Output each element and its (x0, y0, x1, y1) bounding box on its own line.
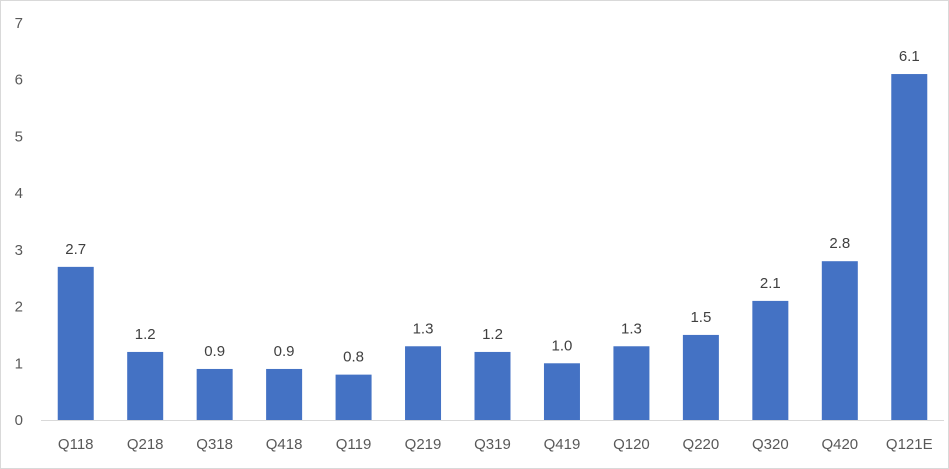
bar-data-label: 1.3 (621, 320, 642, 337)
x-tick-label: Q121E (886, 436, 933, 453)
y-tick-label: 0 (15, 412, 23, 429)
x-tick-label: Q118 (58, 436, 94, 453)
x-tick-label: Q119 (336, 436, 372, 453)
x-tick-label: Q120 (613, 436, 650, 453)
bar (57, 266, 94, 420)
x-tick-label: Q419 (544, 436, 581, 453)
bars (57, 74, 928, 421)
bar (335, 374, 372, 420)
bar (405, 346, 442, 420)
y-tick-label: 6 (15, 72, 23, 89)
bar-data-label: 1.5 (690, 309, 711, 326)
y-tick-label: 2 (15, 299, 23, 316)
x-tick-label: Q220 (683, 436, 720, 453)
bar (682, 334, 719, 420)
bar-data-label: 1.3 (413, 320, 434, 337)
x-axis-ticks: Q118 Q218 Q318 Q418 Q119 Q219 Q319 Q419 Q120 Q220… (58, 436, 933, 453)
bar-data-label: 6.1 (899, 48, 920, 65)
bar (891, 74, 928, 421)
bar-data-label: 1.0 (552, 337, 573, 354)
y-tick-label: 5 (15, 128, 23, 145)
data-labels: 2.7 1.2 0.9 0.9 0.8 1.3 1.2 1.0 1.3 1.5 2.1 2.8 6.1 (65, 48, 919, 366)
x-tick-label: Q320 (752, 436, 789, 453)
bar (752, 300, 789, 420)
bar (266, 368, 303, 420)
bar-data-label: 2.7 (65, 241, 86, 258)
bar-data-label: 0.8 (343, 349, 364, 366)
bar (474, 351, 511, 420)
y-axis-ticks: 0 1 2 3 4 5 6 7 (15, 15, 23, 429)
bar-data-label: 0.9 (274, 343, 295, 360)
bar (196, 368, 233, 420)
bar (543, 363, 580, 420)
y-tick-label: 1 (15, 355, 23, 372)
y-tick-label: 3 (15, 242, 23, 259)
bar-data-label: 1.2 (135, 326, 156, 343)
bar-data-label: 2.1 (760, 275, 781, 292)
x-tick-label: Q418 (266, 436, 303, 453)
x-tick-label: Q420 (821, 436, 858, 453)
bar (613, 346, 650, 420)
y-tick-label: 4 (15, 185, 23, 202)
bar-data-label: 0.9 (204, 343, 225, 360)
bar (821, 261, 858, 420)
x-tick-label: Q319 (474, 436, 511, 453)
bar-data-label: 2.8 (829, 235, 850, 252)
bar-data-label: 1.2 (482, 326, 503, 343)
x-tick-label: Q219 (405, 436, 442, 453)
x-tick-label: Q218 (127, 436, 164, 453)
y-tick-label: 7 (15, 15, 23, 32)
bar (127, 351, 164, 420)
x-tick-label: Q318 (196, 436, 233, 453)
